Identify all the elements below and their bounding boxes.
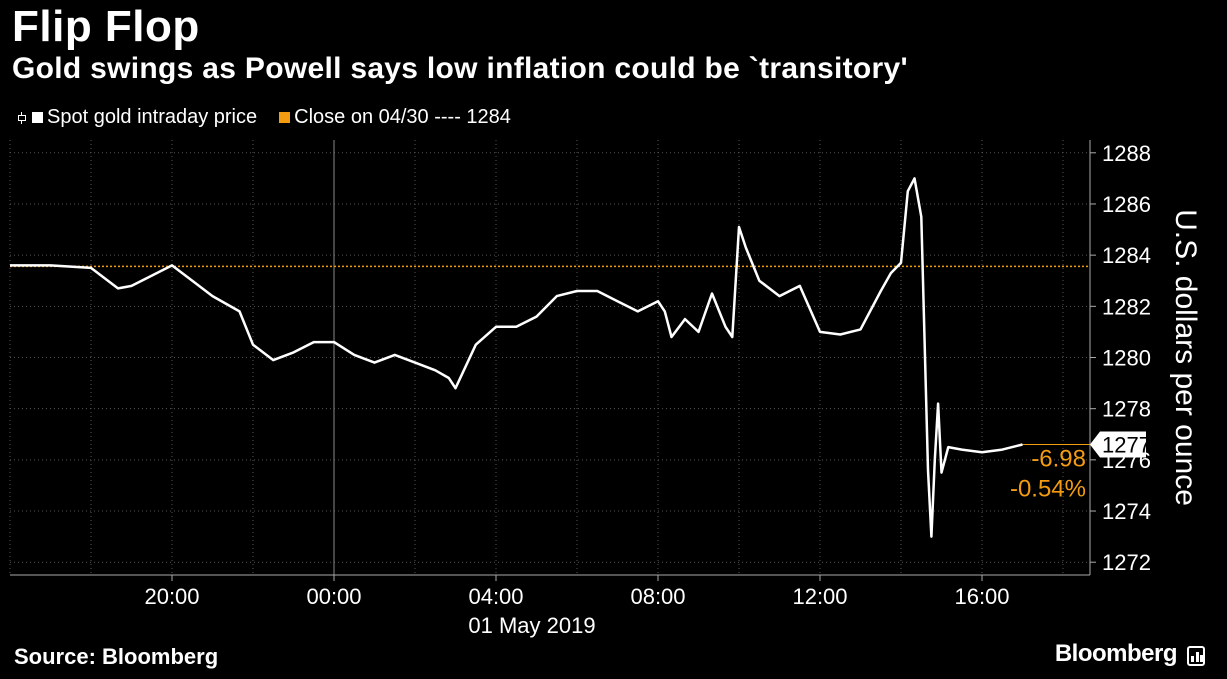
last-value-tag bbox=[1090, 431, 1146, 458]
series-swatch bbox=[32, 112, 43, 123]
x-tick-label: 00:00 bbox=[306, 584, 361, 609]
change-label: -6.98 bbox=[1031, 446, 1086, 473]
last-value-label: 1277 bbox=[1102, 433, 1151, 458]
x-date-label: 01 May 2019 bbox=[468, 613, 595, 638]
chart-subtitle: Gold swings as Powell says low inflation… bbox=[12, 52, 908, 85]
close-swatch bbox=[279, 112, 291, 123]
x-tick-label: 04:00 bbox=[468, 584, 523, 609]
x-tick-label: 20:00 bbox=[144, 584, 199, 609]
y-tick-label: 1286 bbox=[1102, 192, 1151, 217]
y-tick-label: 1280 bbox=[1102, 346, 1151, 371]
legend-close-label: Close on 04/30 ---- 1284 bbox=[294, 106, 511, 128]
series-line-spot-gold bbox=[10, 177, 1023, 538]
line-series-icon bbox=[18, 111, 26, 124]
legend: Spot gold intraday price Close on 04/30 … bbox=[18, 106, 511, 129]
y-tick-label: 1288 bbox=[1102, 141, 1151, 166]
x-tick-label: 16:00 bbox=[954, 584, 1009, 609]
brand-logo: Bloomberg bbox=[1054, 640, 1178, 667]
change-pct-label: -0.54% bbox=[1010, 476, 1086, 503]
legend-item-series: Spot gold intraday price bbox=[18, 106, 257, 129]
y-tick-label: 1272 bbox=[1102, 550, 1151, 575]
y-tick-label: 1282 bbox=[1102, 294, 1151, 319]
y-axis-title: U.S. dollars per ounce bbox=[1169, 209, 1202, 506]
source-note: Source: Bloomberg bbox=[14, 644, 219, 669]
y-tick-label: 1278 bbox=[1102, 397, 1151, 422]
legend-item-close: Close on 04/30 ---- 1284 bbox=[279, 106, 511, 129]
legend-series-label: Spot gold intraday price bbox=[47, 106, 258, 128]
chart-title: Flip Flop bbox=[12, 2, 200, 51]
y-tick-label: 1284 bbox=[1102, 243, 1151, 268]
x-tick-label: 12:00 bbox=[792, 584, 847, 609]
bloomberg-terminal-icon bbox=[1187, 646, 1205, 666]
x-tick-label: 08:00 bbox=[630, 584, 685, 609]
y-tick-label: 1274 bbox=[1102, 499, 1151, 524]
